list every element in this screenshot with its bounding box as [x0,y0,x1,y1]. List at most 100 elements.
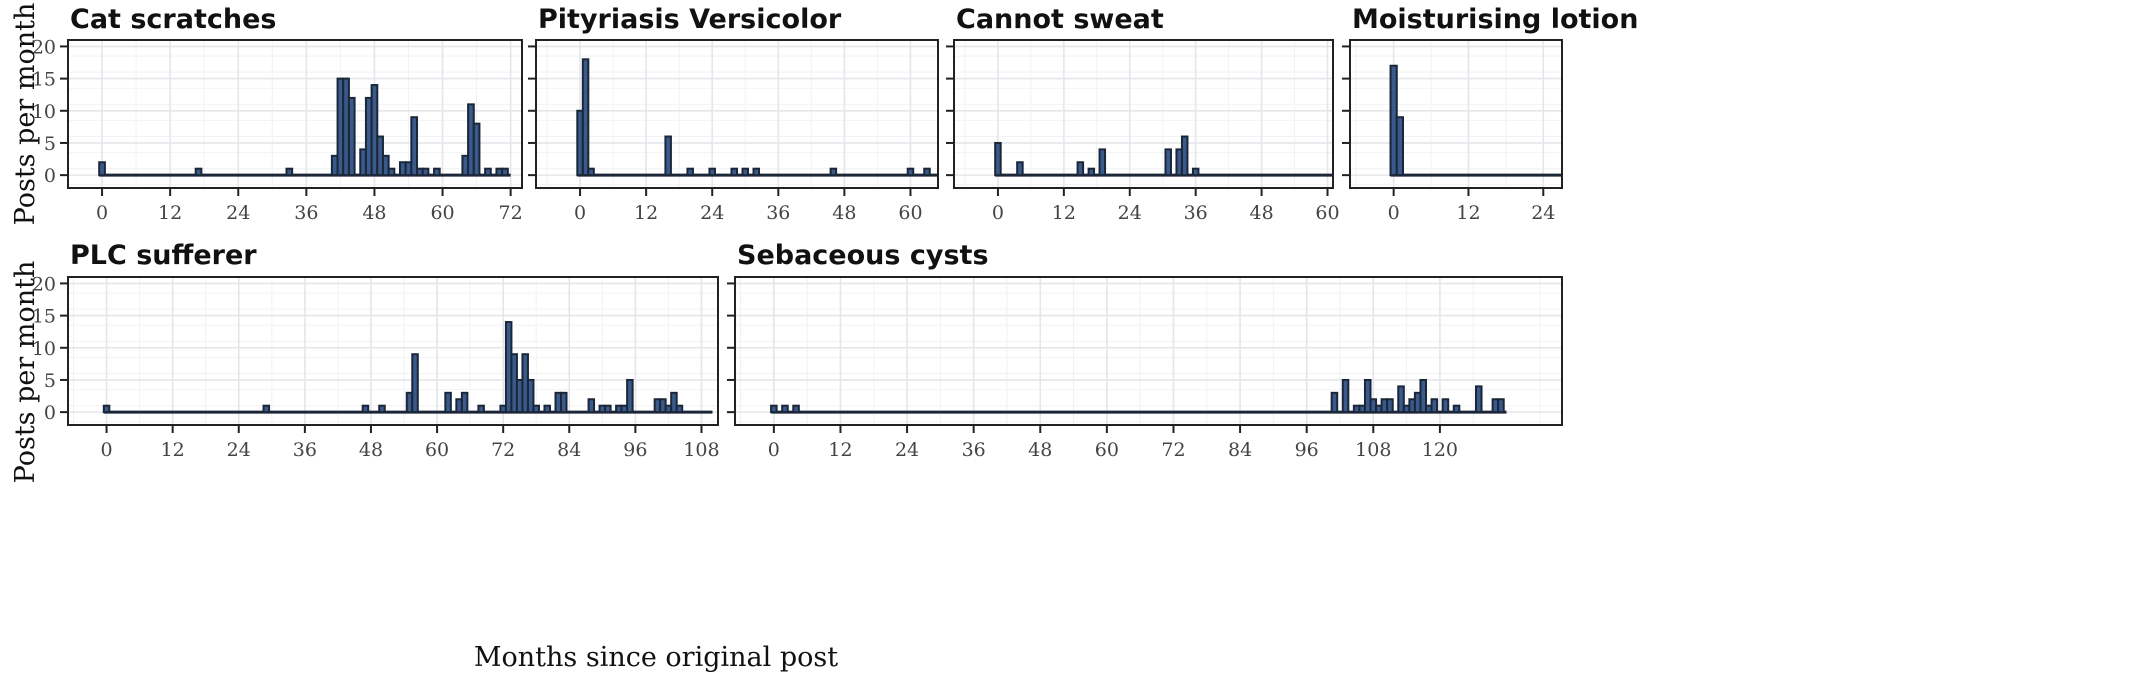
bar [526,378,535,414]
x-tick-label: 12 [828,439,852,461]
x-tick-label: 36 [1184,202,1208,224]
bar [444,391,452,414]
gridlines [1350,40,1562,188]
bar [361,404,370,414]
bar [664,135,672,177]
x-tick-label: 24 [226,202,250,224]
x-tick-label: 48 [1250,202,1274,224]
bar [829,167,838,177]
x-axis-title: Months since original post [474,642,838,673]
x-tick-label: 60 [425,439,449,461]
bar [1386,398,1394,414]
bar [581,58,590,177]
panel-3: 0 12 24 36 48 60 Cannot sweat [946,4,1340,224]
bar [1419,378,1428,414]
bar [1164,148,1172,177]
bar [477,404,485,414]
panel-title: Cat scratches [70,4,276,35]
bar [381,154,390,177]
bar [1497,398,1505,414]
x-tick-label: 36 [293,439,317,461]
bar [1341,378,1350,414]
bar [792,404,800,414]
bar [1016,161,1024,177]
panel-frame [953,39,1334,189]
bar [262,404,271,414]
x-tick-label: 48 [1028,439,1052,461]
bar [1363,378,1372,414]
bars [102,321,684,414]
x-tick-label: 24 [895,439,919,461]
bar [1395,116,1404,177]
x-tick-label: 12 [158,202,182,224]
bar [472,122,481,177]
y-tick-label: 20 [32,273,56,295]
bar [347,96,356,177]
x-tick-label: 72 [499,202,523,224]
bar [730,167,739,177]
bars [576,58,931,177]
x-tick-label: 120 [1422,439,1458,461]
y-axis-title-bottom: Posts per month [10,261,41,484]
x-tick-label: 108 [683,439,719,461]
bar [752,167,761,177]
bar [686,167,694,177]
bar [587,398,596,414]
y-axis-title-top: Posts per month [10,3,41,226]
x-tick-label: 12 [1052,202,1076,224]
x-tick-label: 96 [623,439,647,461]
bar [501,167,509,177]
bars [98,77,509,177]
x-tick-label: 24 [1531,202,1555,224]
x-tick-label: 60 [898,202,922,224]
bar [484,167,492,177]
gridlines [67,40,522,188]
panel-title: Pityriasis Versicolor [538,4,842,35]
bar [560,391,568,414]
gridlines [536,40,938,188]
gridlines [68,277,718,425]
panel-title: Cannot sweat [956,4,1164,35]
bar [102,404,111,414]
y-tick-label: 10 [32,101,56,123]
x-tick-label: 108 [1355,439,1391,461]
bar [1180,135,1189,177]
x-tick-label: 12 [161,439,185,461]
panel-frame [734,276,1563,426]
panel-title: Sebaceous cysts [737,240,989,271]
x-tick-label: 24 [700,202,724,224]
x-tick-label: 96 [1295,439,1319,461]
x-tick-label: 0 [96,202,108,224]
bar [1397,385,1405,414]
panel-5: 0 5 10 15 20 0 12 24 36 48 60 72 84 96 108 PLC sufferer [32,240,720,461]
bar [1430,398,1439,414]
bar [1098,148,1107,177]
panel-frame [67,39,523,189]
bar [741,167,750,177]
bar [923,167,931,177]
bar [98,161,106,177]
panels: 0 5 10 15 20 0 12 24 36 48 60 72 Cat scratches 0 12 24 3… [32,4,1639,461]
bar [1087,167,1096,177]
x-tick-label: 48 [359,439,383,461]
bar [460,391,469,414]
panel-frame [535,39,939,189]
bar [906,167,915,177]
x-tick-label: 0 [1388,202,1400,224]
y-tick-label: 15 [32,306,56,328]
bars [994,135,1200,177]
panel-frame [67,276,719,426]
x-tick-label: 24 [227,439,251,461]
bar [626,378,634,414]
panel-frame [1349,39,1563,189]
bar [781,404,789,414]
x-tick-label: 84 [1228,439,1252,461]
bars [770,378,1505,414]
bar [994,141,1002,177]
bar [410,116,419,177]
x-tick-label: 0 [574,202,586,224]
x-tick-label: 60 [1095,439,1119,461]
y-tick-label: 0 [44,402,56,424]
bar [532,404,540,414]
